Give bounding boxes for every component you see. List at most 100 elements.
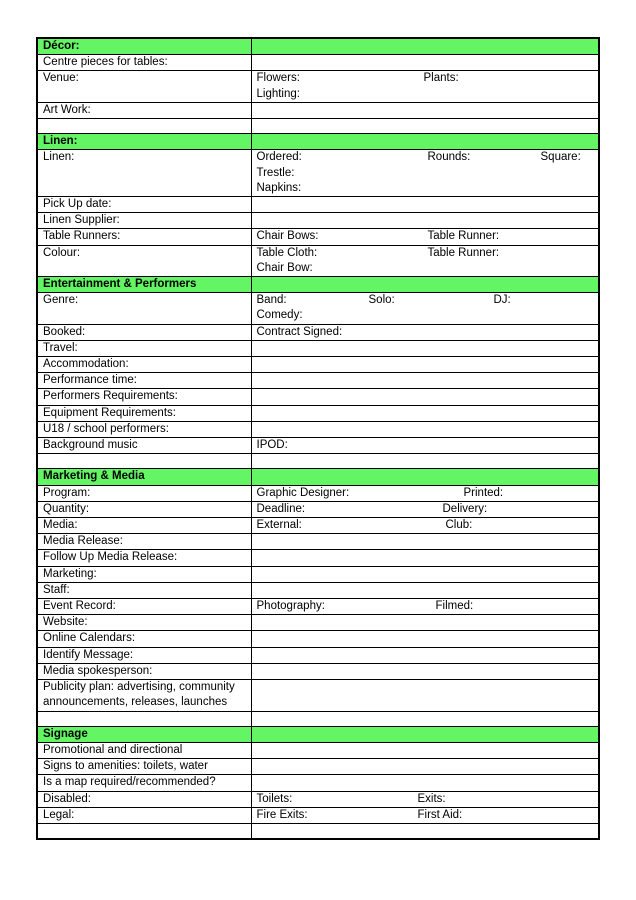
spacer-cell — [250, 118, 600, 135]
inline-field-label: First Aid: — [417, 808, 463, 821]
field-label-cell: Colour: — [36, 244, 252, 278]
field-value-cell — [250, 679, 600, 712]
section-header-row: Décor: — [36, 37, 600, 56]
field-row: Table Runners: Chair Bows: Table Runner: — [36, 228, 600, 246]
field-label: Booked: — [43, 325, 86, 338]
field-row: Performance time: — [36, 372, 600, 390]
inline-fields-line: Toilets: Exits: — [256, 792, 594, 806]
spacer-row — [36, 453, 600, 470]
section-title-cell: Entertainment & Performers — [36, 276, 252, 294]
inline-fields-line: IPOD: — [256, 439, 594, 453]
field-label-cell: Is a map required/recommended? — [36, 774, 252, 792]
field-value-cell — [250, 630, 600, 648]
field-row: Signs to amenities: toilets, water — [36, 758, 600, 776]
section-header-row: Signage — [36, 725, 600, 743]
inline-fields-line: Band: Solo: DJ: — [257, 294, 594, 309]
inline-fields-line: Comedy: — [257, 308, 594, 323]
field-value-cell — [250, 614, 600, 632]
field-value-cell: Ordered: Rounds: Square: Trestle: Napkins: — [250, 149, 600, 198]
inline-fields-line: Table Cloth: Table Runner: — [257, 246, 594, 261]
field-row: Colour: Table Cloth: Table Runner: Chair Bo… — [36, 244, 600, 278]
inline-field-label: Flowers: — [256, 72, 300, 85]
inline-fields-line: Lighting: — [257, 87, 594, 102]
field-label: Equipment Requirements: — [43, 406, 176, 419]
field-label-cell: Signs to amenities: toilets, water — [36, 758, 252, 776]
field-label: Online Calendars: — [43, 632, 136, 645]
field-label-cell: Performers Requirements: — [36, 388, 252, 406]
field-label-cell: Website: — [36, 614, 252, 632]
field-label: Legal: — [43, 808, 75, 821]
inline-fields-line: Photography: Filmed: — [256, 600, 594, 614]
inline-fields-line: External: Club: — [257, 519, 594, 533]
field-row: Staff: — [36, 581, 600, 600]
inline-fields-line: Contract Signed: — [257, 325, 594, 339]
field-label-cell: Program: — [36, 484, 252, 502]
field-label-cell: Linen Supplier: — [36, 212, 252, 230]
field-label-cell: Linen: — [36, 149, 252, 198]
inline-field-label: Photography: — [256, 600, 325, 613]
field-row: Venue: Flowers: Plants: Lighting: — [36, 70, 600, 103]
inline-field-label: Exits: — [417, 792, 446, 805]
field-value-cell — [250, 774, 600, 792]
field-label: Media spokesperson: — [43, 664, 153, 677]
inline-field-label: Table Cloth: — [256, 246, 318, 259]
field-value-cell: Flowers: Plants: Lighting: — [250, 70, 600, 103]
field-label: Event Record: — [43, 600, 116, 613]
field-label-cell: Online Calendars: — [36, 630, 252, 648]
field-label: Venue: — [43, 72, 79, 85]
field-label-cell: Background music — [36, 437, 252, 455]
field-label-cell: Booked: — [36, 323, 252, 341]
field-label: Pick Up date: — [43, 198, 112, 211]
inline-fields-line: Flowers: Plants: — [256, 72, 594, 87]
field-label-cell: Media Release: — [36, 533, 252, 551]
inline-fields-line: Napkins: — [257, 181, 594, 196]
section-title-cell: Marketing & Media — [36, 468, 252, 486]
field-value-cell — [250, 565, 600, 583]
inline-field-label: Lighting: — [256, 87, 300, 100]
inline-field-label: Table Runner: — [427, 230, 500, 243]
field-label: Marketing: — [43, 567, 97, 580]
field-label-cell: Media spokesperson: — [36, 662, 252, 681]
field-label-cell: Performance time: — [36, 372, 252, 390]
field-value-cell — [250, 741, 600, 760]
section-title: Décor: — [43, 40, 80, 52]
section-title: Signage — [43, 727, 88, 740]
field-label-cell: U18 / school performers: — [36, 420, 252, 439]
field-label-cell: Quantity: — [36, 500, 252, 519]
field-label-cell: Accommodation: — [36, 356, 252, 374]
field-value-cell — [250, 388, 600, 406]
field-value-cell: Photography: Filmed: — [250, 598, 600, 616]
inline-field-label: Table Runner: — [427, 246, 500, 259]
inline-field-label: Toilets: — [256, 792, 293, 805]
field-label: Media: — [43, 519, 78, 532]
section-header-spacer-cell — [250, 133, 600, 151]
field-row: Genre: Band: Solo: DJ: Comedy: — [36, 292, 600, 325]
inline-field-label: Graphic Designer: — [256, 486, 350, 499]
inline-field-label: IPOD: — [256, 439, 288, 452]
field-label: Colour: — [43, 246, 81, 259]
field-label-cell: Marketing: — [36, 565, 252, 583]
inline-field-label: Square: — [540, 151, 581, 164]
field-label-cell: Legal: — [36, 806, 252, 824]
field-value-cell — [250, 533, 600, 551]
spacer-cell — [250, 710, 600, 727]
section-title: Linen: — [43, 135, 78, 148]
field-label-cell: Genre: — [36, 292, 252, 325]
field-value-cell — [250, 758, 600, 776]
section-title-cell: Linen: — [36, 133, 252, 151]
inline-field-label: Club: — [445, 519, 473, 532]
section-header-spacer-cell — [250, 725, 600, 743]
inline-fields-line: Chair Bow: — [257, 261, 594, 276]
inline-field-label: Plants: — [423, 72, 459, 85]
inline-field-label: Napkins: — [256, 181, 302, 194]
field-label: Table Runners: — [43, 230, 121, 243]
field-row: Disabled: Toilets: Exits: — [36, 790, 600, 808]
inline-field-label: Fire Exits: — [256, 808, 308, 821]
field-label-cell: Staff: — [36, 581, 252, 600]
section-header-spacer-cell — [250, 468, 600, 486]
field-label: Follow Up Media Release: — [43, 551, 178, 564]
field-row: Marketing: — [36, 565, 600, 583]
field-value-cell: Deadline: Delivery: — [250, 500, 600, 519]
field-value-cell: Chair Bows: Table Runner: — [250, 228, 600, 246]
spacer-cell — [36, 822, 252, 840]
